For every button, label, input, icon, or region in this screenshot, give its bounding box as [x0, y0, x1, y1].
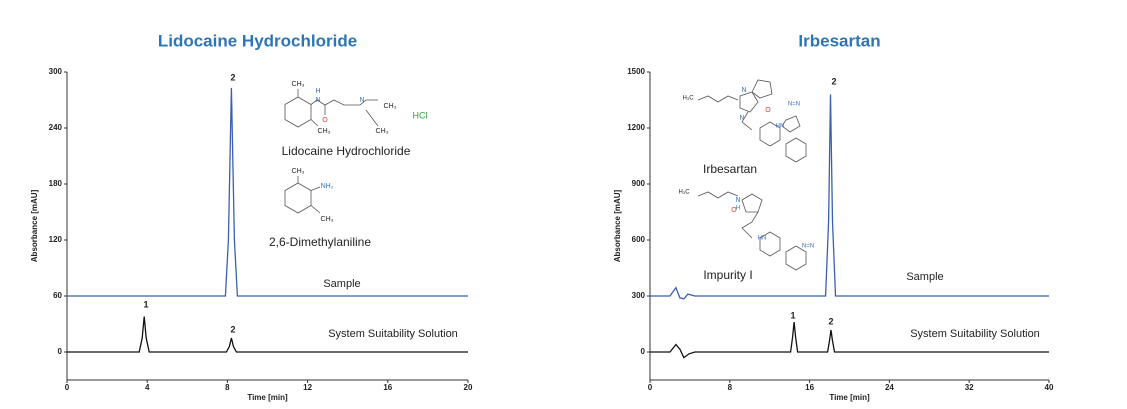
annotation: O: [731, 207, 737, 214]
y-tick-label: 1200: [627, 123, 645, 132]
trace: [67, 316, 468, 353]
series-label: Sample: [323, 278, 360, 290]
annotation: 2: [831, 76, 836, 86]
y-tick-label: 60: [53, 291, 62, 300]
annotation: O: [322, 117, 328, 124]
annotation: HN: [758, 236, 767, 242]
chart-title: Irbesartan: [798, 31, 880, 50]
x-tick-label: 4: [145, 383, 150, 392]
annotation: H: [736, 206, 740, 212]
annotation: CH₃: [318, 128, 331, 135]
annotation: CH₃: [292, 81, 305, 88]
y-tick-label: 600: [632, 235, 646, 244]
annotation: N: [735, 197, 740, 204]
annotation: CH₃: [376, 128, 389, 135]
annotation: Lidocaine Hydrochloride: [282, 144, 411, 158]
x-tick-label: 0: [65, 383, 70, 392]
annotation: HN: [776, 124, 785, 130]
x-tick-label: 16: [805, 383, 814, 392]
annotation: 2: [230, 72, 235, 82]
x-tick-label: 0: [648, 383, 653, 392]
y-tick-label: 240: [49, 123, 63, 132]
series-label: System Suitability Solution: [328, 328, 458, 340]
annotation: CH₃: [292, 168, 305, 175]
x-tick-label: 8: [728, 383, 733, 392]
structure-irbesartan: [697, 79, 807, 271]
annotation: Irbesartan: [703, 162, 757, 176]
annotation: H₃C: [682, 96, 694, 102]
annotation: N: [359, 97, 364, 104]
x-tick-label: 16: [383, 383, 392, 392]
y-tick-label: 300: [632, 291, 646, 300]
x-axis-label: Time [min]: [829, 393, 870, 402]
structure-lidocaine: [284, 89, 379, 128]
annotation: H₃C: [678, 190, 690, 196]
annotation: CH₃: [384, 103, 397, 110]
annotation: Impurity I: [703, 268, 752, 282]
series-label: Sample: [906, 271, 943, 283]
annotation: 2: [828, 316, 833, 326]
annotation: 1: [143, 299, 148, 309]
series-label: System Suitability Solution: [910, 328, 1040, 340]
x-tick-label: 40: [1045, 383, 1054, 392]
y-axis-label: Absorbance [mAU]: [30, 189, 39, 262]
y-axis-label: Absorbance [mAU]: [613, 189, 622, 262]
y-tick-label: 120: [49, 235, 63, 244]
annotation: N: [741, 87, 746, 94]
annotation: 2,6-Dimethylaniline: [269, 235, 371, 249]
x-tick-label: 8: [225, 383, 230, 392]
chart: Irbesartan 0 300 600 900 1200 1500 0 8 16 24 32 40 Ti…: [613, 31, 1054, 402]
annotation: O: [765, 107, 771, 114]
x-tick-label: 32: [965, 383, 974, 392]
x-tick-label: 12: [303, 383, 312, 392]
chart-title: Lidocaine Hydrochloride: [158, 31, 357, 50]
x-tick-label: 24: [885, 383, 894, 392]
annotation: NH₂: [321, 183, 334, 190]
annotation: N: [739, 115, 744, 122]
trace: [650, 322, 1049, 359]
annotation: 1: [790, 310, 795, 320]
x-axis-label: Time [min]: [247, 393, 288, 402]
y-tick-label: 300: [49, 67, 63, 76]
y-tick-label: 180: [49, 179, 63, 188]
annotation: HCl: [413, 110, 428, 120]
annotation: N: [315, 97, 320, 104]
annotation: CH₃: [321, 216, 334, 223]
x-tick-label: 20: [464, 383, 473, 392]
annotation: N=N: [788, 102, 800, 108]
y-tick-label: 1500: [627, 67, 645, 76]
annotation: H: [315, 88, 320, 95]
trace: [650, 94, 1049, 300]
structure-dimethylaniline: [284, 176, 321, 214]
annotation: 2: [230, 324, 235, 334]
y-tick-label: 900: [632, 179, 646, 188]
y-tick-label: 0: [641, 347, 646, 356]
trace: [67, 87, 468, 297]
annotation: N=N: [802, 244, 814, 250]
y-tick-label: 0: [58, 347, 63, 356]
